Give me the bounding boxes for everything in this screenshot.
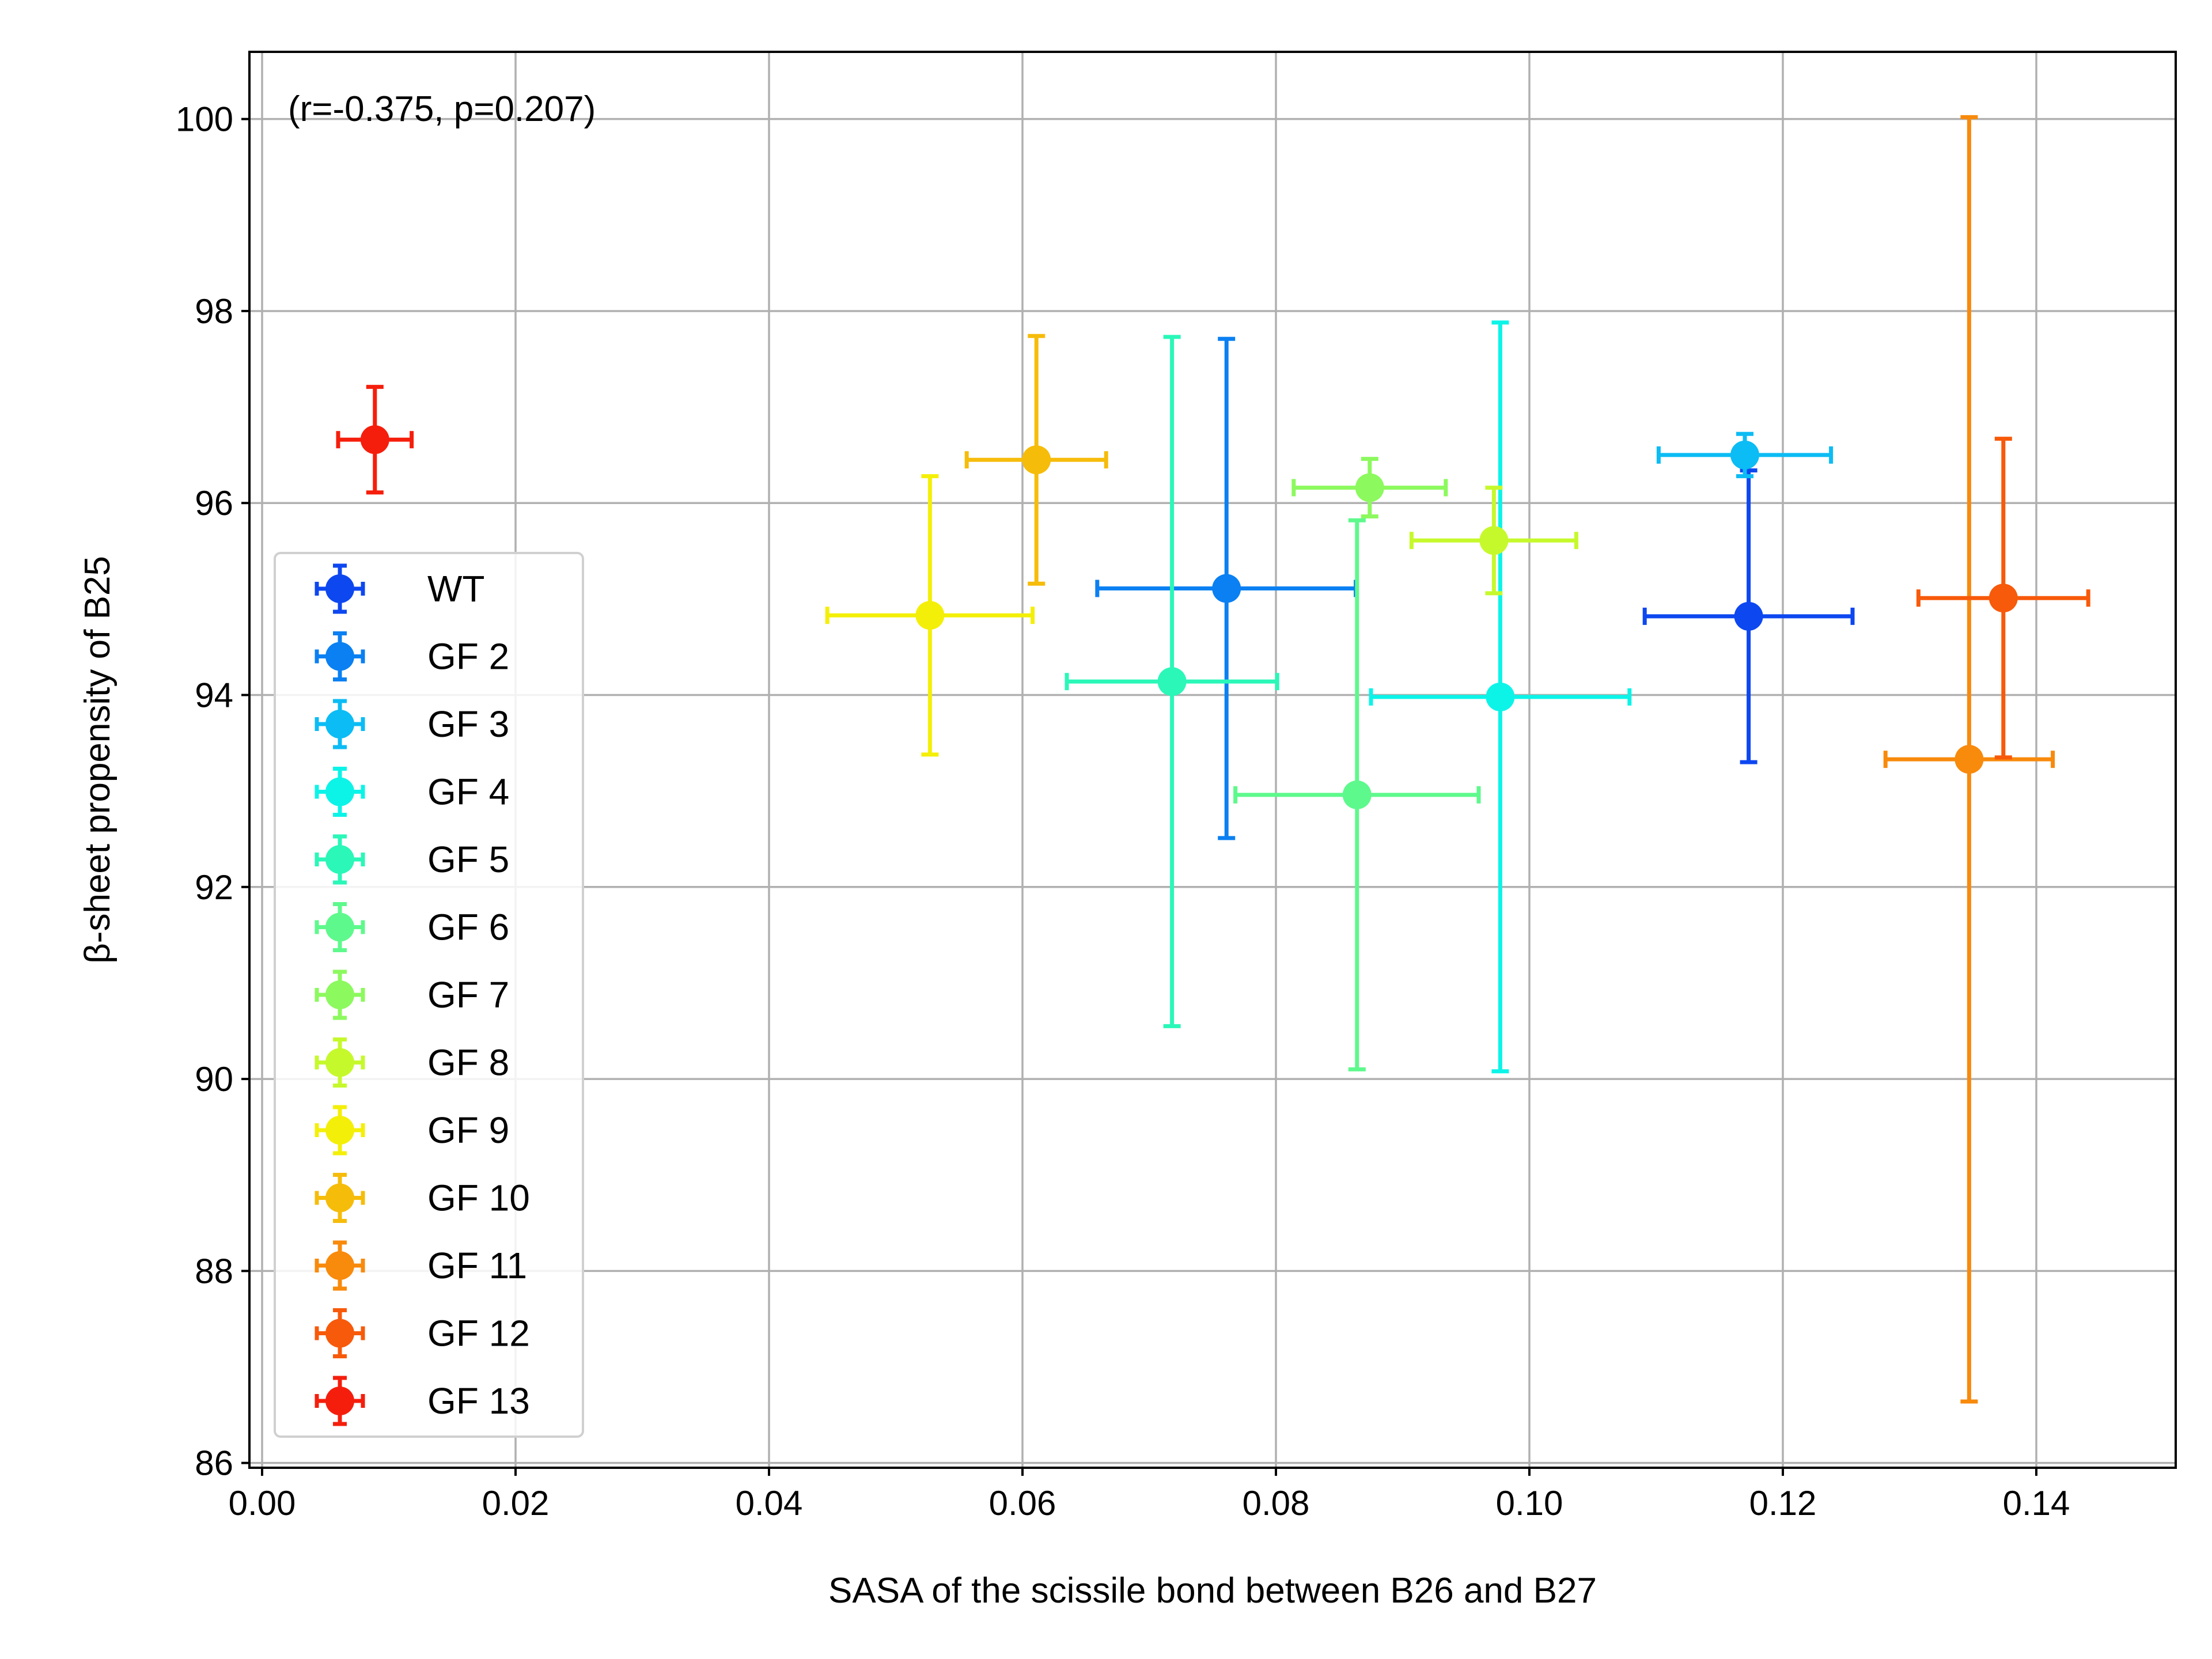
legend-marker [325,710,354,738]
legend-entry: GF 11 [315,1240,527,1291]
data-point-marker [1342,780,1372,809]
y-tick-label: 100 [176,100,233,139]
legend-label: GF 5 [427,839,509,880]
x-tick-label: 0.00 [229,1484,296,1522]
legend-marker [325,1048,354,1077]
data-point-marker [1730,440,1759,469]
data-point-group [1369,320,1632,1074]
legend-entry: GF 2 [315,631,509,681]
legend-marker [325,1387,354,1415]
legend-entry: GF 5 [315,834,509,885]
x-tick-label: 0.10 [1496,1484,1563,1522]
data-point-marker [915,601,945,630]
data-points [336,115,2090,1404]
y-axis-label: β-sheet propensity of B25 [78,556,118,964]
x-tick-label: 0.02 [482,1484,550,1522]
axis-ticks: 0.00 0.02 0.04 0.06 0.08 0.10 0.12 0.14 86 88 90 92… [176,100,2070,1522]
legend-marker [325,777,354,806]
legend-marker [325,642,354,671]
y-tick-label: 98 [195,292,233,331]
data-point-group [1065,335,1279,1028]
data-point-marker [1212,574,1241,603]
y-tick-label: 96 [195,484,233,522]
x-tick-label: 0.14 [2003,1484,2070,1522]
data-point-marker [1734,601,1763,631]
y-tick-label: 86 [195,1444,233,1483]
data-point-group [1233,518,1481,1071]
correlation-annotation: (r=-0.375, p=0.207) [288,89,596,129]
legend-label: GF 11 [427,1245,527,1286]
legend-label: GF 2 [427,636,509,677]
legend-marker [325,1319,354,1348]
grid [249,52,2176,1468]
legend-entry: GF 9 [315,1105,509,1156]
x-tick-label: 0.04 [736,1484,803,1522]
data-point-marker [1988,584,2018,613]
data-point-marker [1157,667,1187,696]
legend-label: GF 9 [427,1109,509,1151]
legend-entry: GF 10 [315,1173,530,1223]
plot-frame [248,51,2177,1469]
x-tick-label: 0.12 [1749,1484,1817,1522]
y-tick-label: 94 [195,676,233,715]
data-point-group [1883,115,2055,1404]
legend-entry: GF 12 [315,1308,530,1358]
legend-marker [325,912,354,942]
legend-entry: GF 6 [315,902,509,952]
legend-entry: WT [315,563,485,614]
y-tick-label: 92 [195,868,233,907]
legend-label: GF 12 [427,1313,530,1354]
legend-box [274,552,584,1438]
data-point-marker [1955,745,1984,774]
data-point-group [1095,336,1358,840]
legend-label: GF 13 [427,1380,530,1422]
data-point-group [1656,431,1834,479]
x-tick-label: 0.06 [989,1484,1056,1522]
legend-label: GF 10 [427,1177,530,1219]
data-point-marker [1022,445,1051,475]
legend-entry: GF 13 [315,1376,530,1426]
legend-marker [325,574,354,603]
legend-marker [325,1183,354,1213]
legend-label: GF 8 [427,1042,509,1084]
data-point-group [1291,457,1448,519]
legend-label: WT [427,568,485,609]
legend-label: GF 7 [427,974,509,1016]
data-point-group [1916,437,2090,760]
legend: WT GF 2 GF 3 GF 4 GF 5 GF 6 GF 7 GF 8 GF 9 GF 10 G… [274,552,584,1438]
data-point-group [1642,468,1855,764]
x-tick-label: 0.08 [1243,1484,1310,1522]
data-point-marker [1479,526,1509,555]
data-point-group [1409,486,1578,596]
legend-entry: GF 3 [315,699,509,749]
legend-label: GF 3 [427,703,509,745]
y-tick-label: 88 [195,1252,233,1290]
legend-marker [325,1116,354,1145]
data-point-marker [360,425,389,454]
x-axis-label: SASA of the scissile bond between B26 an… [828,1571,1597,1611]
legend-label: GF 6 [427,907,509,948]
y-tick-label: 90 [195,1060,233,1099]
data-point-marker [1486,682,1515,711]
legend-label: GF 4 [427,771,509,813]
data-point-group [336,385,414,495]
legend-marker [325,1251,354,1280]
legend-entry: GF 7 [315,969,509,1020]
data-point-marker [1355,473,1384,502]
legend-marker [325,980,354,1009]
data-point-group [964,334,1108,586]
data-point-group [825,474,1035,757]
legend-marker [325,845,354,874]
legend-entry: GF 4 [315,767,509,817]
legend-entry: GF 8 [315,1037,509,1088]
